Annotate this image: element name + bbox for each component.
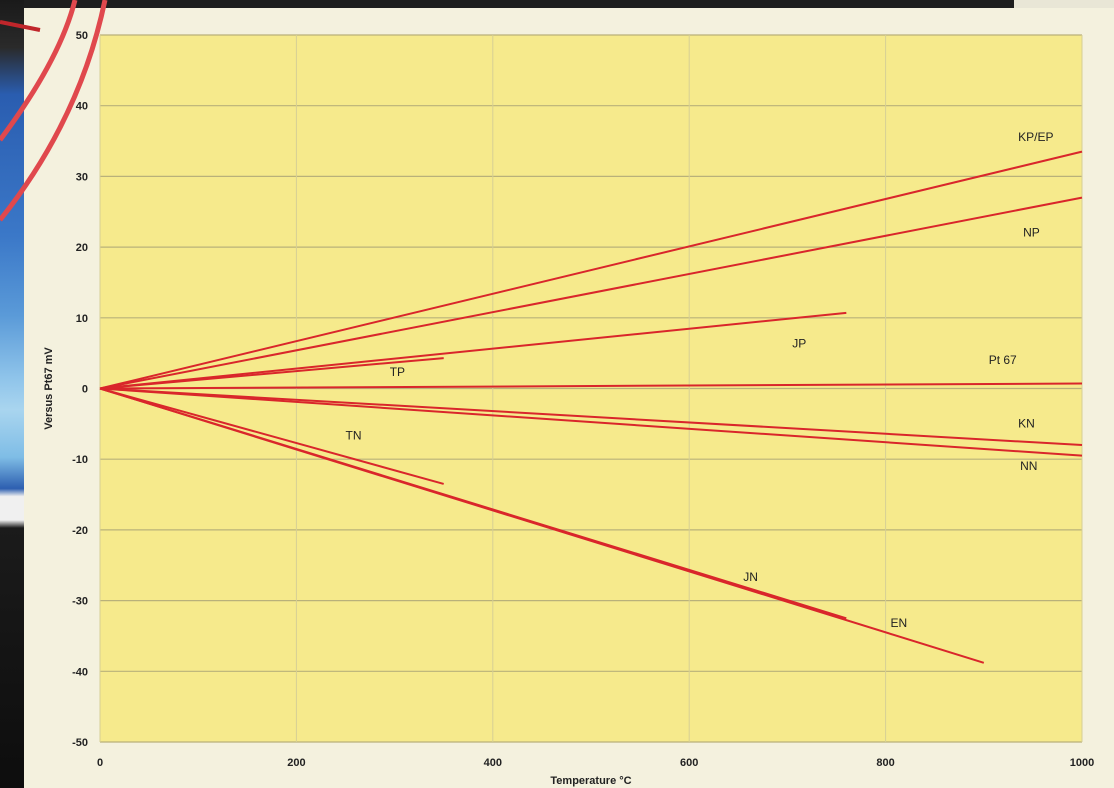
series-label: NN	[1020, 459, 1037, 473]
series-line-jp	[99, 311, 847, 390]
y-tick-label: -40	[72, 666, 88, 678]
series-line-np	[99, 196, 1083, 390]
series-line-tp	[99, 357, 444, 390]
y-tick-label: -10	[72, 454, 88, 466]
decorative-arc-icon	[0, 0, 108, 222]
x-tick-label: 0	[97, 757, 103, 769]
y-tick-label: -50	[72, 737, 88, 749]
series-line-kp-ep	[99, 150, 1083, 390]
y-tick-label: 30	[76, 171, 88, 183]
x-tick-label: 600	[680, 757, 698, 769]
series-label: KN	[1018, 416, 1035, 430]
y-axis-title: Versus Pt67 mV	[43, 347, 55, 430]
series-label: Pt 67	[989, 353, 1017, 367]
series-label: TN	[346, 428, 362, 442]
x-tick-label: 1000	[1070, 757, 1094, 769]
gridlines	[99, 34, 1083, 743]
y-tick-label: 40	[76, 101, 88, 113]
top-light-bar	[1014, 0, 1114, 8]
y-tick-label: 0	[82, 384, 88, 396]
series-labels: KP/EP NP JP TP Pt 67 KN NN TN JN EN	[346, 130, 1054, 630]
series-lines	[99, 150, 1083, 664]
series-line-kn	[99, 387, 1083, 447]
y-tick-label: -30	[72, 596, 88, 608]
y-axis-ticks: 50 40 30 20 10 0 -10 -20 -30 -40 -50	[72, 30, 88, 749]
decorative-arrow-icon	[0, 20, 41, 32]
series-line-nn	[99, 387, 1083, 457]
x-axis-ticks: 0 200 400 600 800 1000	[97, 757, 1094, 769]
series-line-en	[99, 387, 985, 664]
y-tick-label: -20	[72, 525, 88, 537]
series-label: JN	[743, 570, 758, 584]
x-tick-label: 200	[287, 757, 305, 769]
series-line-pt-67	[99, 382, 1083, 390]
top-dark-bar	[24, 0, 1014, 8]
series-label: NP	[1023, 225, 1040, 239]
series-label: JP	[792, 336, 806, 350]
x-axis-title: Temperature °C	[550, 775, 631, 787]
series-label: EN	[891, 616, 908, 630]
y-tick-label: 10	[76, 313, 88, 325]
y-tick-label: 50	[76, 30, 88, 42]
series-line-tn	[99, 387, 444, 485]
x-tick-label: 800	[876, 757, 894, 769]
decorative-arc-icon	[0, 0, 78, 142]
series-label: TP	[390, 365, 405, 379]
y-tick-label: 20	[76, 242, 88, 254]
series-label: KP/EP	[1018, 130, 1053, 144]
x-tick-label: 400	[484, 757, 502, 769]
